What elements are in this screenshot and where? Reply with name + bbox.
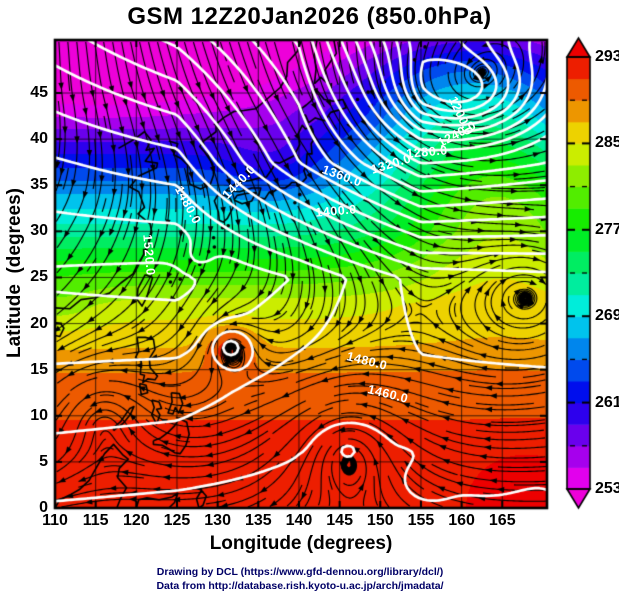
y-tick-label: 20 xyxy=(30,314,48,332)
x-tick-label: 115 xyxy=(82,512,109,529)
y-tick-label: 5 xyxy=(39,452,48,470)
y-tick-label: 35 xyxy=(30,176,48,194)
colorbar-tick-label: 277 xyxy=(595,220,619,238)
x-tick-label: 165 xyxy=(488,512,516,529)
x-tick-label: 160 xyxy=(448,512,475,529)
x-tick-label: 145 xyxy=(326,512,353,529)
y-tick-label: 40 xyxy=(30,130,48,148)
colorbar-tick-label: 269 xyxy=(595,307,619,325)
y-tick-label: 15 xyxy=(30,360,48,378)
colorbar-tick-label: 253 xyxy=(595,480,619,497)
x-tick-label: 125 xyxy=(163,512,191,529)
credit-line-1: Drawing by DCL (https://www.gfd-dennou.o… xyxy=(156,566,444,578)
y-tick-label: 45 xyxy=(30,84,48,102)
colorbar-tick-label: 261 xyxy=(595,393,619,411)
contour-label: 1520.0 xyxy=(139,234,158,277)
x-tick-label: 135 xyxy=(244,512,272,529)
y-tick-label: 0 xyxy=(39,499,48,516)
x-tick-label: 150 xyxy=(366,512,394,529)
x-tick-label: 155 xyxy=(407,512,435,529)
colorbar-tick-label: 293 xyxy=(595,48,619,65)
chart-title: GSM 12Z20Jan2026 (850.0hPa) xyxy=(127,3,492,30)
x-axis-label: Longitude (degrees) xyxy=(209,533,393,554)
y-tick-label: 10 xyxy=(30,406,48,424)
x-tick-label: 140 xyxy=(285,512,313,529)
colorbar-tick-label: 285 xyxy=(595,134,619,152)
x-tick-label: 110 xyxy=(42,512,68,529)
y-tick-label: 25 xyxy=(30,268,48,286)
x-tick-label: 130 xyxy=(204,512,231,529)
x-tick-label: 120 xyxy=(122,512,150,529)
y-tick-label: 30 xyxy=(30,222,48,240)
credit-line-2: Data from http://database.rish.kyoto-u.a… xyxy=(156,580,444,592)
